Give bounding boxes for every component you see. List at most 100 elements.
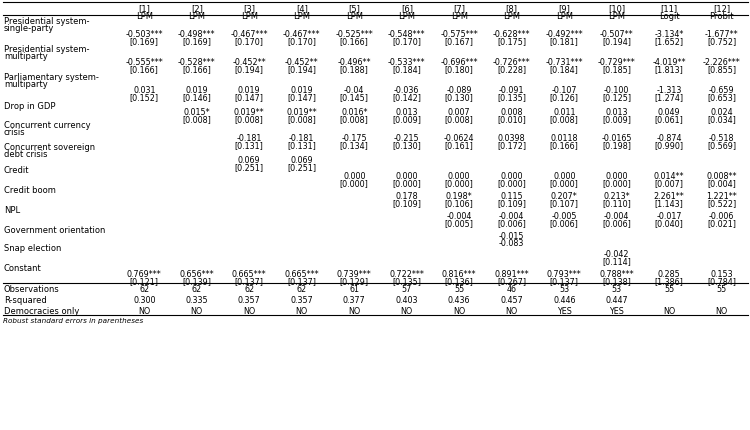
Text: -0.107: -0.107 (551, 86, 577, 95)
Text: 62: 62 (192, 285, 202, 294)
Text: multiparty: multiparty (4, 80, 48, 89)
Text: 0.665***: 0.665*** (284, 270, 319, 279)
Text: [2]: [2] (190, 4, 202, 13)
Text: 0.024: 0.024 (710, 108, 733, 117)
Text: 0.008: 0.008 (500, 108, 523, 117)
Text: 0.016*: 0.016* (341, 108, 368, 117)
Text: [12]: [12] (713, 4, 730, 13)
Text: 0.019: 0.019 (185, 86, 208, 95)
Text: [0.131]: [0.131] (235, 141, 264, 150)
Text: [0.166]: [0.166] (130, 65, 159, 74)
Text: NO: NO (453, 307, 465, 316)
Text: [0.181]: [0.181] (550, 37, 579, 46)
Text: -0.100: -0.100 (604, 86, 629, 95)
Text: NPL: NPL (4, 206, 20, 215)
Text: -0.04: -0.04 (344, 86, 364, 95)
Text: [0.135]: [0.135] (497, 93, 526, 102)
Text: [0.522]: [0.522] (707, 199, 736, 208)
Text: [0.006]: [0.006] (602, 219, 632, 228)
Text: 0.013: 0.013 (605, 108, 628, 117)
Text: -0.518: -0.518 (709, 134, 734, 143)
Text: [0.184]: [0.184] (392, 65, 422, 74)
Text: [0.172]: [0.172] (497, 141, 526, 150)
Text: 0.447: 0.447 (605, 296, 628, 305)
Text: Credit: Credit (4, 166, 29, 175)
Text: 55: 55 (664, 285, 674, 294)
Text: [0.009]: [0.009] (392, 115, 422, 124)
Text: -0.091: -0.091 (499, 86, 524, 95)
Text: -0.015: -0.015 (499, 232, 524, 241)
Text: [0.653]: [0.653] (707, 93, 736, 102)
Text: [8]: [8] (506, 4, 518, 13)
Text: [0.167]: [0.167] (445, 37, 474, 46)
Text: -0.659: -0.659 (709, 86, 734, 95)
Text: 0.031: 0.031 (133, 86, 155, 95)
Text: [0.008]: [0.008] (287, 115, 316, 124)
Text: -4.019**: -4.019** (652, 58, 686, 67)
Text: 0.357: 0.357 (290, 296, 314, 305)
Text: [1.652]: [1.652] (655, 37, 684, 46)
Text: -0.575***: -0.575*** (440, 30, 479, 39)
Text: [0.109]: [0.109] (497, 199, 526, 208)
Text: 46: 46 (507, 285, 517, 294)
Text: 0.207*: 0.207* (550, 192, 578, 201)
Text: Observations: Observations (4, 285, 60, 294)
Text: [0.170]: [0.170] (287, 37, 316, 46)
Text: [0.990]: [0.990] (655, 141, 684, 150)
Text: LPM: LPM (556, 12, 573, 21)
Text: 53: 53 (612, 285, 622, 294)
Text: [0.194]: [0.194] (287, 65, 316, 74)
Text: [0.007]: [0.007] (655, 179, 684, 188)
Text: Democracies only: Democracies only (4, 307, 80, 316)
Text: R-squared: R-squared (4, 296, 46, 305)
Text: 0.069: 0.069 (238, 156, 260, 165)
Text: [0.008]: [0.008] (235, 115, 264, 124)
Text: 0.0118: 0.0118 (550, 134, 578, 143)
Text: LPM: LPM (503, 12, 520, 21)
Text: 61: 61 (350, 285, 359, 294)
Text: [0.130]: [0.130] (392, 141, 422, 150)
Text: 62: 62 (297, 285, 307, 294)
Text: -0.005: -0.005 (551, 212, 577, 221)
Text: [0.061]: [0.061] (655, 115, 684, 124)
Text: 0.722***: 0.722*** (389, 270, 424, 279)
Text: [0.137]: [0.137] (235, 277, 264, 286)
Text: -0.0165: -0.0165 (602, 134, 632, 143)
Text: 0.019: 0.019 (290, 86, 313, 95)
Text: LPM: LPM (451, 12, 468, 21)
Text: 0.300: 0.300 (133, 296, 155, 305)
Text: Credit boom: Credit boom (4, 186, 55, 195)
Text: [6]: [6] (400, 4, 412, 13)
Text: 0.000: 0.000 (553, 172, 575, 181)
Text: [0.000]: [0.000] (445, 179, 474, 188)
Text: [0.000]: [0.000] (340, 179, 369, 188)
Text: [3]: [3] (243, 4, 255, 13)
Text: -1.677**: -1.677** (705, 30, 739, 39)
Text: Parliamentary system-: Parliamentary system- (4, 73, 99, 82)
Text: 2.261**: 2.261** (654, 192, 685, 201)
Text: -0.004: -0.004 (499, 212, 524, 221)
Text: [0.000]: [0.000] (497, 179, 526, 188)
Text: -0.874: -0.874 (656, 134, 682, 143)
Text: 62: 62 (140, 285, 149, 294)
Text: [0.161]: [0.161] (445, 141, 474, 150)
Text: LPM: LPM (136, 12, 153, 21)
Text: [0.147]: [0.147] (235, 93, 264, 102)
Text: 0.019**: 0.019** (286, 108, 317, 117)
Text: -0.083: -0.083 (499, 239, 524, 248)
Text: 0.069: 0.069 (290, 156, 313, 165)
Text: [0.198]: [0.198] (602, 141, 632, 150)
Text: 0.0398: 0.0398 (498, 134, 526, 143)
Text: [0.147]: [0.147] (287, 93, 316, 102)
Text: NO: NO (296, 307, 307, 316)
Text: [0.000]: [0.000] (392, 179, 422, 188)
Text: 57: 57 (402, 285, 412, 294)
Text: [0.130]: [0.130] (445, 93, 474, 102)
Text: 0.000: 0.000 (395, 172, 418, 181)
Text: [0.126]: [0.126] (550, 93, 579, 102)
Text: -2.226***: -2.226*** (703, 58, 740, 67)
Text: [0.139]: [0.139] (182, 277, 212, 286)
Text: Government orientation: Government orientation (4, 226, 105, 235)
Text: [0.006]: [0.006] (550, 219, 579, 228)
Text: -0.004: -0.004 (604, 212, 629, 221)
